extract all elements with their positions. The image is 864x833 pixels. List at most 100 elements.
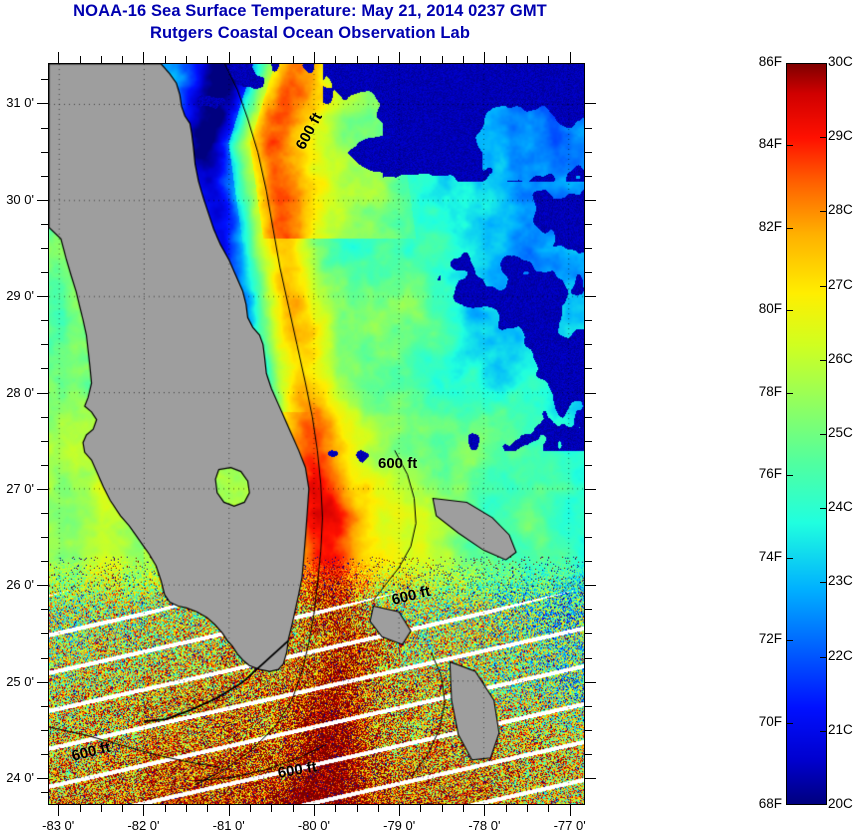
y-axis-label: 31 0' (6, 95, 34, 111)
colorbar-tick-f (787, 557, 793, 559)
colorbar-tick-c (820, 434, 826, 435)
y-tick-minor-right (585, 175, 592, 177)
x-tick-minor (164, 805, 166, 812)
x-tick-major-top (228, 52, 230, 63)
colorbar-tick-f (787, 227, 793, 229)
colorbar-label-fahrenheit: 72F (758, 631, 782, 647)
y-tick-minor (41, 272, 48, 274)
y-tick-minor-right (585, 753, 592, 755)
y-tick-minor-right (585, 513, 592, 515)
y-tick-minor-right (585, 705, 592, 707)
y-tick-minor (41, 537, 48, 539)
x-tick-minor (207, 805, 209, 812)
x-tick-major (58, 805, 60, 816)
x-tick-minor (377, 805, 379, 812)
colorbar-label-fahrenheit: 84F (758, 136, 782, 152)
colorbar-tick-f (787, 145, 793, 147)
x-tick-minor (100, 805, 102, 812)
y-tick-minor-right (585, 248, 592, 250)
x-tick-minor (122, 805, 124, 812)
x-tick-minor-top (207, 56, 209, 63)
colorbar-label-fahrenheit: 70F (758, 713, 782, 729)
x-tick-major-top (58, 52, 60, 63)
colorbar-tick-c (820, 137, 826, 139)
y-tick-major (37, 488, 48, 490)
x-tick-minor-top (548, 56, 550, 63)
x-tick-minor (271, 805, 273, 812)
colorbar-tick-c (820, 211, 826, 213)
colorbar-label-celsius: 28C (828, 202, 853, 218)
x-tick-minor-top (441, 56, 443, 63)
y-tick-minor (41, 464, 48, 466)
colorbar-label-celsius: 24C (828, 499, 853, 515)
y-tick-minor (41, 633, 48, 635)
colorbar-tick-c (820, 582, 826, 584)
x-tick-minor (463, 805, 465, 812)
x-tick-minor-top (271, 56, 273, 63)
y-tick-minor-right (585, 657, 592, 659)
page-subtitle: Rutgers Coastal Ocean Observation Lab (149, 24, 471, 42)
colorbar-label-fahrenheit: 82F (758, 218, 782, 234)
y-tick-minor (41, 127, 48, 129)
y-tick-minor (41, 175, 48, 177)
x-tick-major (399, 805, 401, 816)
y-tick-major-right (585, 199, 596, 201)
y-tick-minor-right (585, 537, 592, 539)
colorbar-label-celsius: 26C (828, 350, 853, 366)
colorbar-tick-f (787, 722, 793, 724)
y-tick-minor-right (585, 561, 592, 563)
y-tick-major-right (585, 296, 596, 298)
x-tick-major-top (569, 52, 571, 63)
x-tick-minor-top (79, 56, 81, 63)
x-axis-label: -77 0' (553, 818, 586, 833)
y-tick-major-right (585, 585, 596, 587)
y-tick-major (37, 585, 48, 587)
y-tick-minor-right (585, 127, 592, 129)
x-axis-label: -81 0' (212, 818, 245, 833)
x-tick-minor-top (100, 56, 102, 63)
colorbar-tick-f (787, 475, 793, 477)
y-tick-major (37, 199, 48, 201)
x-tick-minor (292, 805, 294, 812)
x-tick-minor (420, 805, 422, 812)
x-tick-minor-top (122, 56, 124, 63)
colorbar-label-fahrenheit: 78F (758, 383, 782, 399)
x-tick-minor (356, 805, 358, 812)
x-tick-minor (548, 805, 550, 812)
colorbar-label-celsius: 21C (828, 721, 853, 737)
y-axis-label: 26 0' (6, 577, 34, 593)
colorbar-label-celsius: 29C (828, 128, 853, 144)
x-tick-major-top (484, 52, 486, 63)
x-axis-label: -80 0' (297, 818, 330, 833)
y-tick-minor-right (585, 416, 592, 418)
x-tick-minor-top (463, 56, 465, 63)
y-tick-minor (41, 753, 48, 755)
x-tick-major (569, 805, 571, 816)
x-tick-minor-top (356, 56, 358, 63)
x-axis-label: -82 0' (127, 818, 160, 833)
colorbar-label-fahrenheit: 80F (758, 301, 782, 317)
x-tick-minor-top (420, 56, 422, 63)
x-tick-minor-top (250, 56, 251, 63)
x-tick-minor-top (505, 56, 507, 63)
y-tick-minor-right (585, 464, 592, 466)
y-tick-minor-right (585, 609, 592, 611)
y-tick-minor-right (585, 729, 592, 731)
colorbar-label-celsius: 22C (828, 647, 853, 663)
colorbar-tick-c (820, 508, 826, 510)
y-tick-minor-right (585, 440, 592, 442)
sst-map-plot (48, 63, 585, 805)
y-tick-minor (41, 729, 48, 731)
x-tick-major (143, 805, 145, 816)
y-tick-minor (41, 248, 48, 250)
y-tick-minor-right (585, 320, 592, 322)
y-tick-minor-right (585, 633, 592, 635)
y-tick-major (37, 103, 48, 105)
y-tick-minor (41, 609, 48, 611)
colorbar-label-celsius: 27C (828, 276, 853, 292)
x-axis-label: -83 0' (42, 818, 75, 833)
sst-heatmap-canvas (49, 64, 584, 804)
x-axis-label: -78 0' (468, 818, 501, 833)
y-tick-minor-right (585, 151, 592, 153)
y-tick-major-right (585, 488, 596, 490)
